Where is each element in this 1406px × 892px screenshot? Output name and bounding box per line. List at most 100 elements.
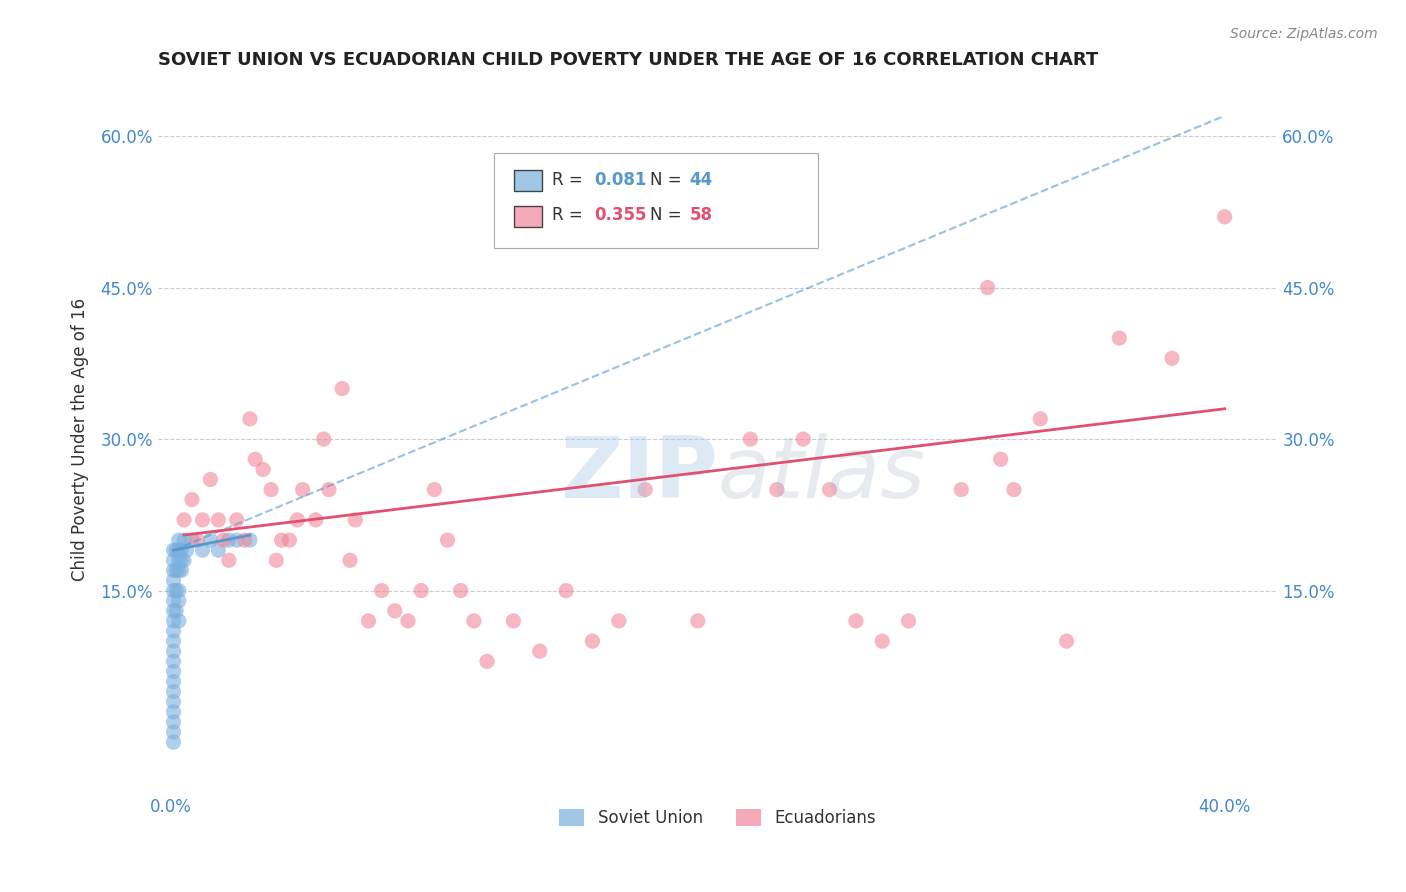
Point	[162, 574, 184, 588]
Point	[207, 543, 229, 558]
Point	[529, 644, 551, 658]
Point	[162, 593, 184, 607]
Point	[218, 533, 240, 547]
Point	[167, 543, 190, 558]
Point	[181, 533, 204, 547]
Point	[170, 553, 193, 567]
Point	[167, 533, 190, 547]
Legend: Soviet Union, Ecuadorians: Soviet Union, Ecuadorians	[553, 802, 883, 834]
Point	[475, 654, 498, 668]
Point	[162, 583, 184, 598]
Point	[357, 614, 380, 628]
Point	[1002, 483, 1025, 497]
Point	[162, 654, 184, 668]
Point	[167, 593, 190, 607]
Point	[411, 583, 433, 598]
Point	[162, 543, 184, 558]
Point	[181, 492, 204, 507]
Point	[607, 614, 630, 628]
Text: Source: ZipAtlas.com: Source: ZipAtlas.com	[1230, 27, 1378, 41]
Point	[162, 614, 184, 628]
Point	[312, 432, 335, 446]
Point	[162, 604, 184, 618]
Text: ZIP: ZIP	[560, 433, 717, 516]
Point	[167, 614, 190, 628]
Point	[305, 513, 328, 527]
Point	[165, 604, 187, 618]
Point	[370, 583, 392, 598]
Point	[225, 513, 247, 527]
Point	[162, 674, 184, 689]
Point	[162, 705, 184, 719]
Point	[581, 634, 603, 648]
Point	[1213, 210, 1236, 224]
Text: 58: 58	[689, 206, 713, 224]
Point	[167, 583, 190, 598]
Point	[766, 483, 789, 497]
Point	[740, 432, 762, 446]
Point	[291, 483, 314, 497]
Point	[1161, 351, 1184, 366]
Point	[207, 513, 229, 527]
Point	[260, 483, 283, 497]
Text: 44: 44	[689, 170, 713, 188]
Point	[167, 563, 190, 577]
Point	[225, 533, 247, 547]
Point	[634, 483, 657, 497]
Point	[344, 513, 367, 527]
Point	[162, 665, 184, 679]
Point	[450, 583, 472, 598]
Point	[339, 553, 361, 567]
Point	[162, 735, 184, 749]
Point	[173, 513, 195, 527]
Y-axis label: Child Poverty Under the Age of 16: Child Poverty Under the Age of 16	[72, 298, 89, 581]
Point	[162, 684, 184, 698]
Text: N =: N =	[651, 170, 688, 188]
Point	[200, 473, 222, 487]
Text: N =: N =	[651, 206, 688, 224]
FancyBboxPatch shape	[513, 206, 541, 227]
Point	[1108, 331, 1130, 345]
Point	[245, 452, 267, 467]
Point	[200, 533, 222, 547]
Point	[162, 644, 184, 658]
Point	[162, 695, 184, 709]
Point	[162, 553, 184, 567]
Point	[976, 280, 998, 294]
Point	[239, 412, 262, 426]
Point	[170, 543, 193, 558]
Point	[165, 563, 187, 577]
Point	[270, 533, 292, 547]
Point	[233, 533, 256, 547]
Text: R =: R =	[551, 206, 588, 224]
Point	[792, 432, 814, 446]
Point	[285, 513, 308, 527]
Point	[162, 725, 184, 739]
Point	[818, 483, 841, 497]
FancyBboxPatch shape	[513, 169, 541, 191]
Point	[162, 634, 184, 648]
Point	[1056, 634, 1078, 648]
Point	[165, 543, 187, 558]
Point	[950, 483, 973, 497]
Point	[173, 533, 195, 547]
Point	[990, 452, 1012, 467]
Point	[167, 553, 190, 567]
Point	[278, 533, 301, 547]
Text: 0.081: 0.081	[595, 170, 647, 188]
Point	[870, 634, 893, 648]
Point	[176, 543, 198, 558]
Point	[239, 533, 262, 547]
Point	[330, 382, 353, 396]
Point	[423, 483, 446, 497]
Point	[318, 483, 340, 497]
Point	[162, 624, 184, 638]
Text: R =: R =	[551, 170, 588, 188]
Text: atlas: atlas	[717, 433, 925, 516]
Point	[1029, 412, 1052, 426]
Point	[162, 714, 184, 729]
Point	[191, 543, 214, 558]
Text: SOVIET UNION VS ECUADORIAN CHILD POVERTY UNDER THE AGE OF 16 CORRELATION CHART: SOVIET UNION VS ECUADORIAN CHILD POVERTY…	[157, 51, 1098, 69]
Point	[502, 614, 524, 628]
Point	[384, 604, 406, 618]
